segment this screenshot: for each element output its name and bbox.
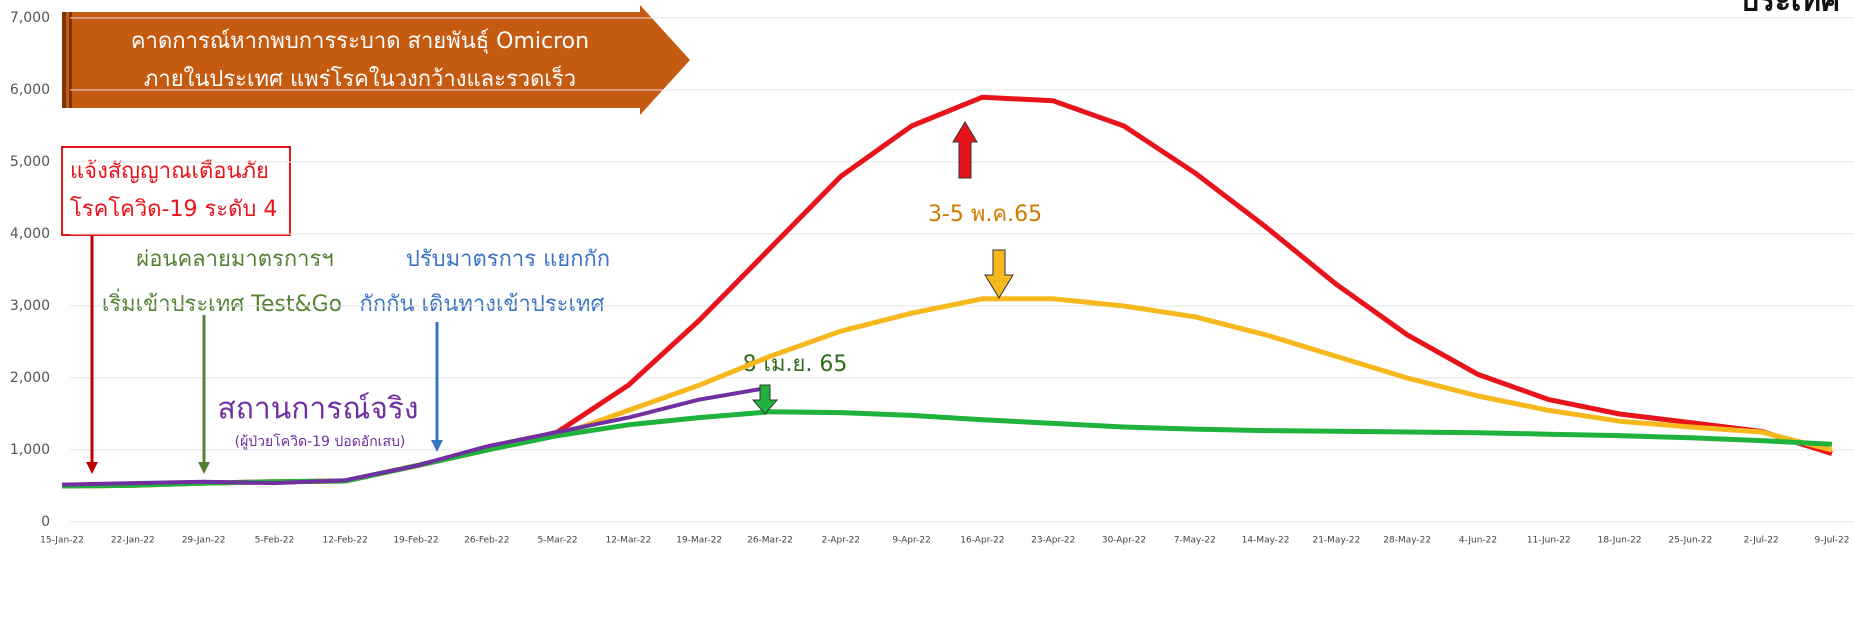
annotation: (ผู้ป่วยโควิด-19 ปอดอักเสบ) <box>235 433 406 450</box>
annotation: ปรับมาตรการ แยกกัก <box>406 247 610 272</box>
arrow-head <box>86 462 98 474</box>
x-tick-label: 30-Apr-22 <box>1102 536 1146 546</box>
annotation: ประเทศ <box>1740 0 1841 19</box>
x-tick-label: 26-Feb-22 <box>464 536 509 546</box>
x-tick-label: 5-Mar-22 <box>538 536 578 546</box>
annotation: แจ้งสัญญาณเตือนภัย <box>70 159 269 184</box>
banner-bar <box>69 12 72 108</box>
y-tick-label: 4,000 <box>10 226 50 242</box>
annotation: 3-5 พ.ค.65 <box>928 202 1042 227</box>
arrow-head <box>431 440 443 452</box>
annotation: โรคโควิด-19 ระดับ 4 <box>70 196 277 222</box>
x-tick-label: 2-Apr-22 <box>822 536 860 546</box>
line-series <box>61 385 771 487</box>
x-tick-label: 11-Jun-22 <box>1527 536 1571 546</box>
x-tick-label: 23-Apr-22 <box>1031 536 1075 546</box>
x-tick-label: 28-May-22 <box>1383 536 1431 546</box>
y-tick-label: 5,000 <box>10 154 50 170</box>
annotation: สถานการณ์จริง <box>217 392 418 427</box>
x-tick-label: 7-May-22 <box>1174 536 1216 546</box>
x-tick-label: 4-Jun-22 <box>1459 536 1497 546</box>
y-tick-label: 0 <box>41 514 50 530</box>
y-tick-label: 2,000 <box>10 370 50 386</box>
y-tick-label: 1,000 <box>10 442 50 458</box>
arrow-up <box>952 121 978 179</box>
banner-bar <box>62 12 66 108</box>
x-tick-label: 16-Apr-22 <box>960 536 1004 546</box>
arrow-down <box>984 249 1014 299</box>
x-tick-label: 14-May-22 <box>1242 536 1290 546</box>
x-tick-label: 29-Jan-22 <box>182 536 226 546</box>
plot: 0 1,000 2,000 3,000 4,000 5,000 6,000 7,000 15-J… <box>10 10 1853 546</box>
x-tick-label: 18-Jun-22 <box>1598 536 1642 546</box>
x-tick-label: 21-May-22 <box>1312 536 1360 546</box>
x-tick-label: 12-Mar-22 <box>605 536 651 546</box>
arrow-head <box>198 462 210 474</box>
annotation: กักกัน เดินทางเข้าประเทศ <box>360 292 605 317</box>
x-tick-label: 12-Feb-22 <box>323 536 368 546</box>
x-tick-label: 22-Jan-22 <box>111 536 155 546</box>
arrow-down <box>751 384 779 415</box>
y-tick-label: 6,000 <box>10 82 50 98</box>
y-tick-label: 7,000 <box>10 10 50 26</box>
x-tick-label: 19-Feb-22 <box>393 536 438 546</box>
annotation: เริ่มเข้าประเทศ Test&Go <box>102 288 342 317</box>
x-tick-label: 15-Jan-22 <box>40 536 84 546</box>
x-tick-label: 19-Mar-22 <box>676 536 722 546</box>
annotation: 8 เม.ย. 65 <box>743 352 848 377</box>
annotation: ผ่อนคลายมาตรการฯ <box>136 247 333 272</box>
banner <box>62 5 690 115</box>
x-tick-label: 2-Jul-22 <box>1744 536 1779 546</box>
annotation: ภายในประเทศ แพร่โรคในวงกว้างและรวดเร็ว <box>144 64 576 92</box>
x-tick-label: 26-Mar-22 <box>747 536 793 546</box>
x-tick-label: 25-Jun-22 <box>1668 536 1712 546</box>
x-tick-label: 9-Apr-22 <box>892 536 930 546</box>
x-tick-label: 9-Jul-22 <box>1814 536 1849 546</box>
x-tick-label: 5-Feb-22 <box>255 536 295 546</box>
y-tick-label: 3,000 <box>10 298 50 314</box>
annotation: คาดการณ์หากพบการระบาด สายพันธุ์ Omicron <box>131 29 589 54</box>
